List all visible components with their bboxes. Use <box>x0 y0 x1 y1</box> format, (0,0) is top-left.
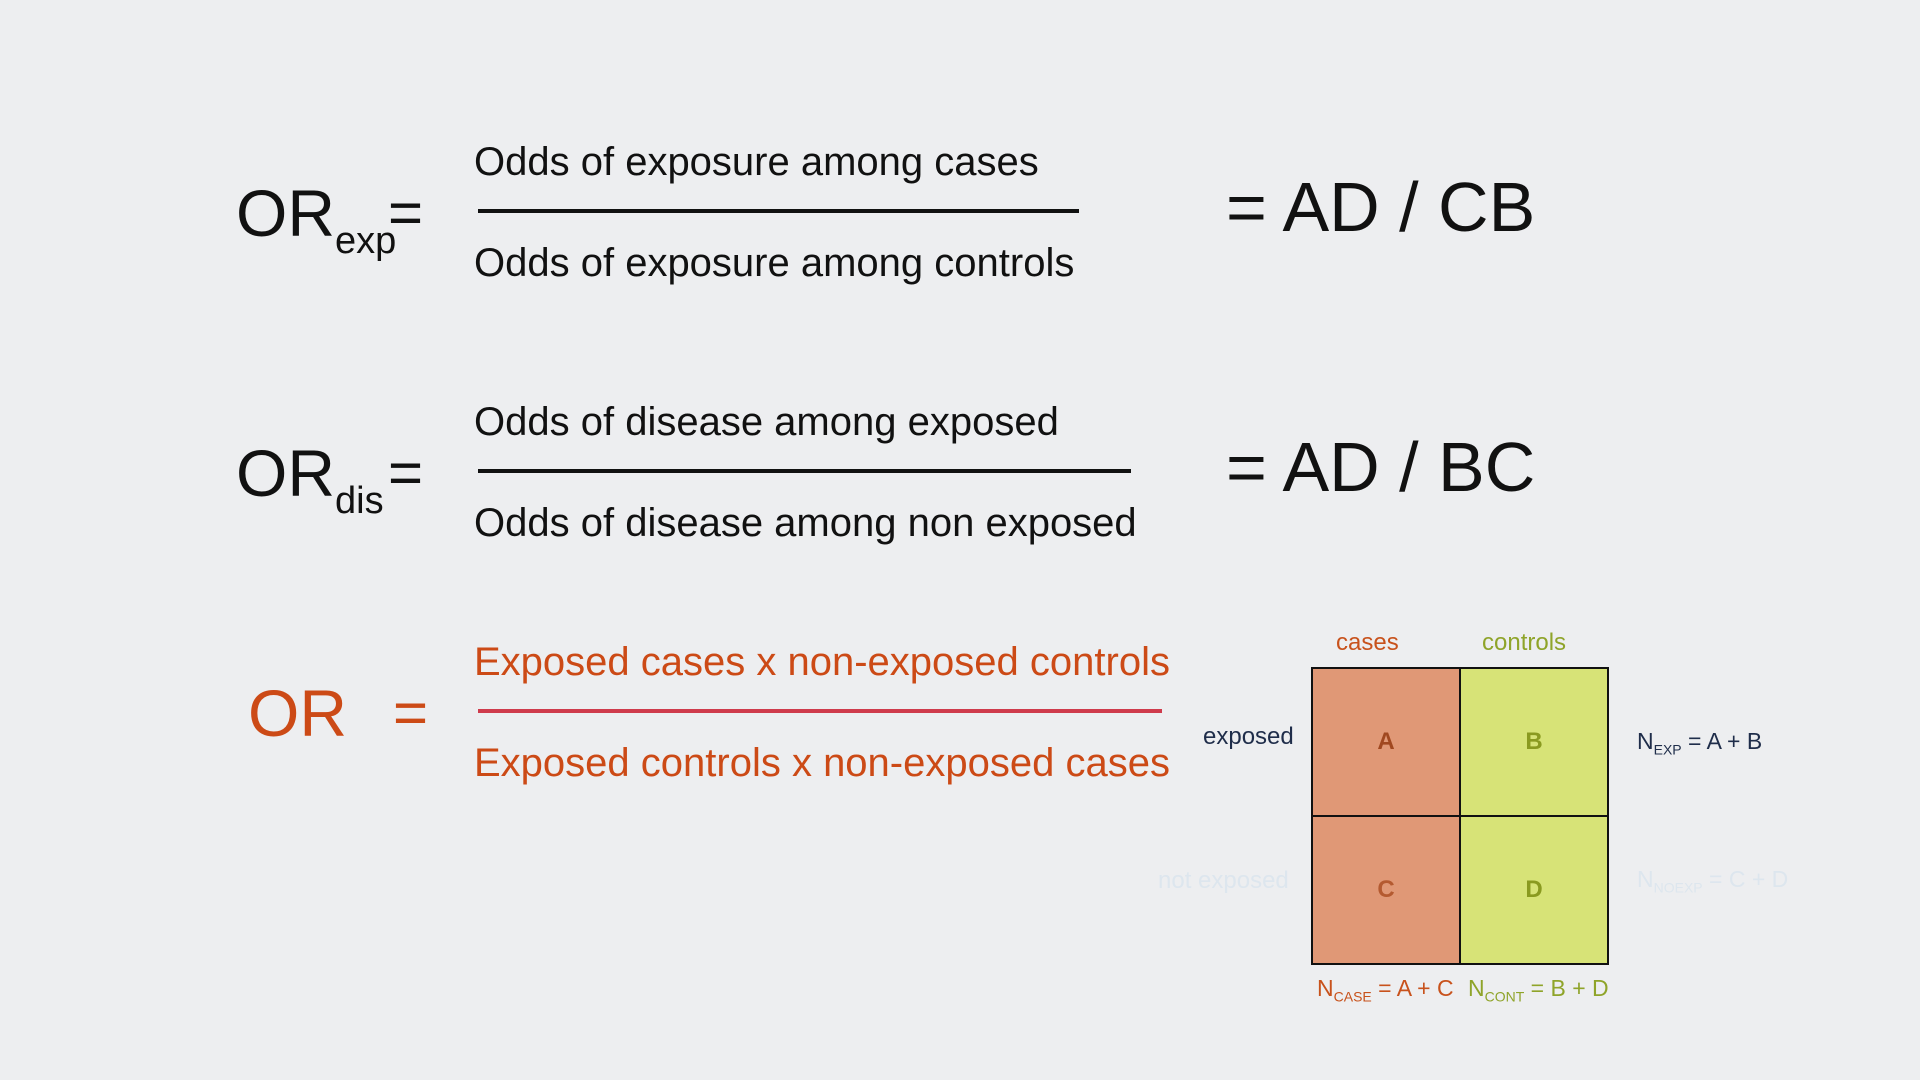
n-exp-main: N <box>1637 728 1654 754</box>
or-exp-equals: = <box>388 179 424 246</box>
table-row-label-exposed: exposed <box>1203 723 1294 750</box>
n-case-rest: = A + C <box>1371 975 1454 1001</box>
n-cases-total: NCASE = A + C <box>1317 975 1454 1005</box>
table-cell-d: D <box>1459 815 1609 965</box>
or-summary-label: OR <box>248 676 347 750</box>
or-summary-fraction-line <box>478 709 1162 713</box>
or-dis-numerator: Odds of disease among exposed <box>474 400 1059 444</box>
or-exp-label: ORexp <box>236 180 396 260</box>
or-dis-fraction-line <box>478 469 1131 473</box>
n-noexp-rest: = C + D <box>1702 866 1789 892</box>
or-summary-equals: = <box>393 679 429 746</box>
table-header-cases: cases <box>1336 629 1399 656</box>
cell-c-label: C <box>1377 876 1395 903</box>
table-cell-b: B <box>1459 667 1609 817</box>
or-exp-fraction-line <box>478 209 1079 213</box>
cell-b-label: B <box>1525 728 1543 755</box>
or-exp-result: = AD / CB <box>1226 168 1536 246</box>
cell-d-label: D <box>1525 876 1543 903</box>
or-dis-label: ORdis <box>236 440 384 520</box>
n-case-main: N <box>1317 975 1334 1001</box>
n-cont-rest: = B + D <box>1524 975 1609 1001</box>
cell-a-label: A <box>1377 728 1395 755</box>
table-cell-c: C <box>1311 815 1461 965</box>
or-dis-main: OR <box>236 436 335 510</box>
table-header-controls: controls <box>1482 629 1567 656</box>
or-summary-numerator: Exposed cases x non-exposed controls <box>474 640 1170 684</box>
table-row-label-not-exposed: not exposed <box>1158 867 1289 894</box>
n-cont-main: N <box>1468 975 1485 1001</box>
n-noexp-sub: NOEXP <box>1653 879 1703 896</box>
n-controls-total: NCONT = B + D <box>1468 975 1609 1005</box>
or-dis-result: = AD / BC <box>1226 428 1536 506</box>
or-exp-main: OR <box>236 176 335 250</box>
or-dis-subscript: dis <box>335 480 384 523</box>
n-not-exposed-total: NNOEXP = C + D <box>1637 866 1789 896</box>
or-summary-denominator: Exposed controls x non-exposed cases <box>474 741 1170 785</box>
or-exp-denominator: Odds of exposure among controls <box>474 241 1075 285</box>
or-exp-numerator: Odds of exposure among cases <box>474 140 1039 184</box>
or-dis-denominator: Odds of disease among non exposed <box>474 501 1137 545</box>
n-exposed-total: NEXP = A + B <box>1637 728 1763 758</box>
n-noexp-main: N <box>1637 866 1654 892</box>
n-cont-sub: CONT <box>1484 988 1525 1005</box>
n-exp-rest: = A + B <box>1681 728 1763 754</box>
or-exp-subscript: exp <box>335 220 397 263</box>
table-cell-a: A <box>1311 667 1461 817</box>
or-dis-equals: = <box>388 439 424 506</box>
n-case-sub: CASE <box>1333 988 1372 1005</box>
n-exp-sub: EXP <box>1653 741 1682 758</box>
